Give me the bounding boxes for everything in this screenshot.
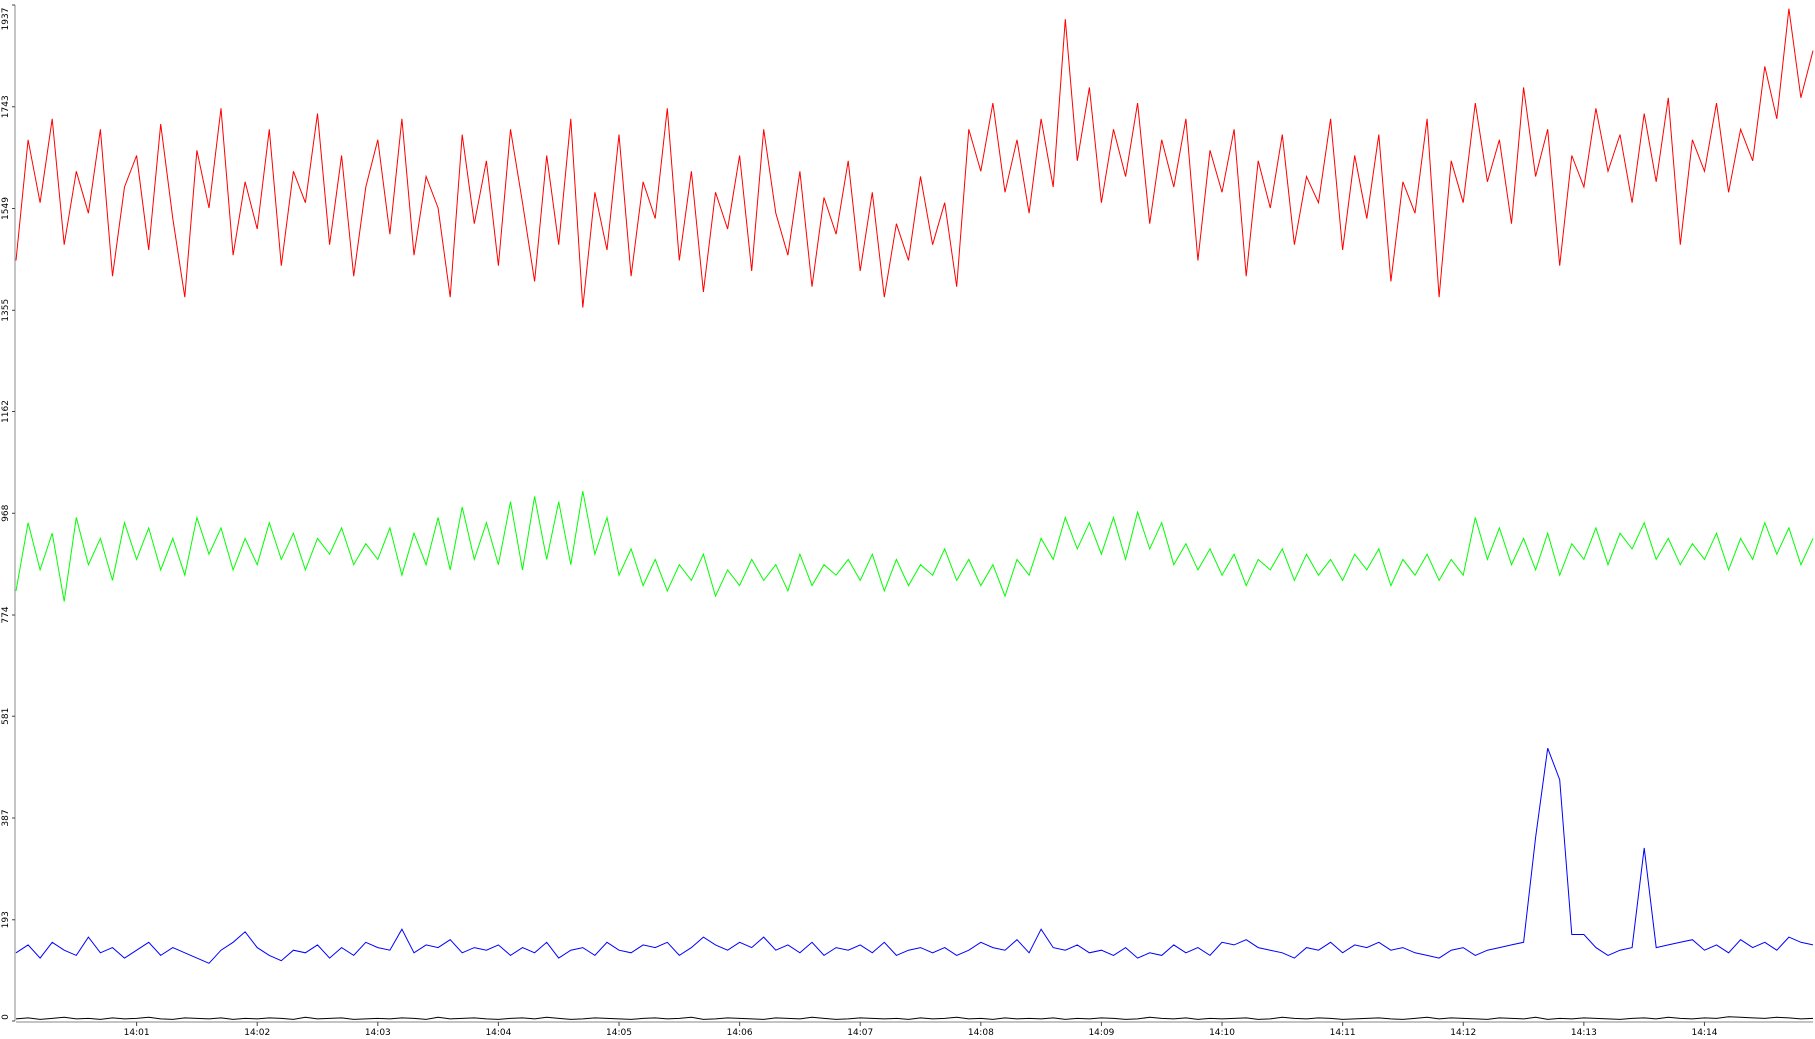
x-tick-label: 14:04 — [485, 1028, 511, 1038]
series-line — [15, 1016, 1814, 1020]
y-tick-label: 1937 — [1, 8, 11, 31]
y-tick-label: 1549 — [1, 197, 11, 220]
y-tick-label: 1743 — [1, 95, 11, 118]
y-tick-label: 1355 — [1, 299, 11, 322]
x-tick-label: 14:10 — [1209, 1028, 1235, 1038]
y-tick-label: 968 — [1, 504, 11, 521]
x-tick-label: 14:08 — [968, 1028, 994, 1038]
x-tick-label: 14:06 — [727, 1028, 753, 1038]
series-line — [15, 8, 1814, 308]
x-tick-label: 14:01 — [124, 1028, 150, 1038]
y-tick-label: 387 — [1, 809, 11, 826]
series-line — [15, 491, 1814, 602]
y-tick-label: 774 — [1, 606, 11, 623]
x-tick-label: 14:14 — [1691, 1028, 1717, 1038]
x-tick-label: 14:03 — [365, 1028, 391, 1038]
x-tick-label: 14:02 — [244, 1028, 270, 1038]
y-tick-label: 0 — [1, 1014, 11, 1020]
y-tick-label: 581 — [1, 708, 11, 725]
y-tick-label: 1162 — [1, 400, 11, 423]
x-tick-label: 14:09 — [1088, 1028, 1114, 1038]
x-tick-label: 14:07 — [847, 1028, 873, 1038]
x-tick-label: 14:12 — [1450, 1028, 1476, 1038]
y-tick-label: 193 — [1, 911, 11, 928]
x-tick-label: 14:11 — [1330, 1028, 1356, 1038]
x-tick-label: 14:13 — [1571, 1028, 1597, 1038]
x-tick-label: 14:05 — [606, 1028, 632, 1038]
series-line — [15, 748, 1814, 964]
